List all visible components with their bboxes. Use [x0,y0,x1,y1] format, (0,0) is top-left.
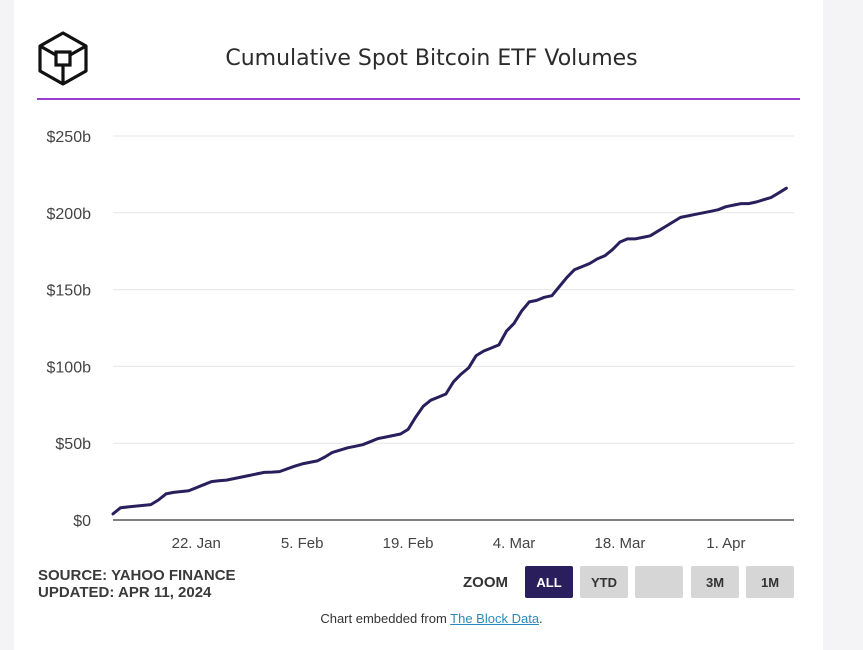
y-axis-ticks: $0 $50b $100b $150b $200b $250b [47,129,92,530]
y-tick-label: $50b [55,436,91,453]
source-line: SOURCE: YAHOO FINANCE [38,567,236,584]
zoom-1m-button[interactable]: 1M [746,566,794,598]
embed-footer: Chart embedded from The Block Data. [0,611,863,626]
chart-card [14,0,823,650]
series-line-cumulative-volume [111,186,788,516]
x-tick-label: 18. Mar [595,535,646,552]
title-divider [37,98,800,100]
y-tick-label: $250b [47,129,92,146]
y-tick-label: $150b [47,283,92,300]
chart-title: Cumulative Spot Bitcoin ETF Volumes [225,46,638,71]
x-tick-label: 4. Mar [493,535,536,552]
y-tick-label: $200b [47,206,92,223]
y-tick-label: $0 [73,513,91,530]
zoom-blank-button[interactable] [635,566,683,598]
source-note: SOURCE: YAHOO FINANCE UPDATED: APR 11, 2… [38,567,236,601]
line-chart: $0 $50b $100b $150b $200b $250b 22. Jan 5. Feb… [47,129,794,552]
updated-line: UPDATED: APR 11, 2024 [38,584,212,601]
x-tick-label: 1. Apr [706,535,745,552]
zoom-all-button[interactable]: ALL [525,566,573,598]
the-block-logo-icon [38,31,88,86]
x-tick-label: 22. Jan [172,535,221,552]
footer-prefix: Chart embedded from [320,611,451,626]
x-tick-label: 19. Feb [383,535,434,552]
x-axis-ticks: 22. Jan 5. Feb 19. Feb 4. Mar 18. Mar 1. Apr [172,535,746,552]
x-tick-label: 5. Feb [281,535,324,552]
y-tick-label: $100b [47,359,92,376]
the-block-data-link[interactable]: The Block Data [450,611,540,626]
zoom-label: ZOOM [463,574,508,591]
zoom-ytd-button[interactable]: YTD [580,566,628,598]
footer-suffix: . [539,611,543,626]
zoom-3m-button[interactable]: 3M [691,566,739,598]
gridlines [113,135,794,444]
